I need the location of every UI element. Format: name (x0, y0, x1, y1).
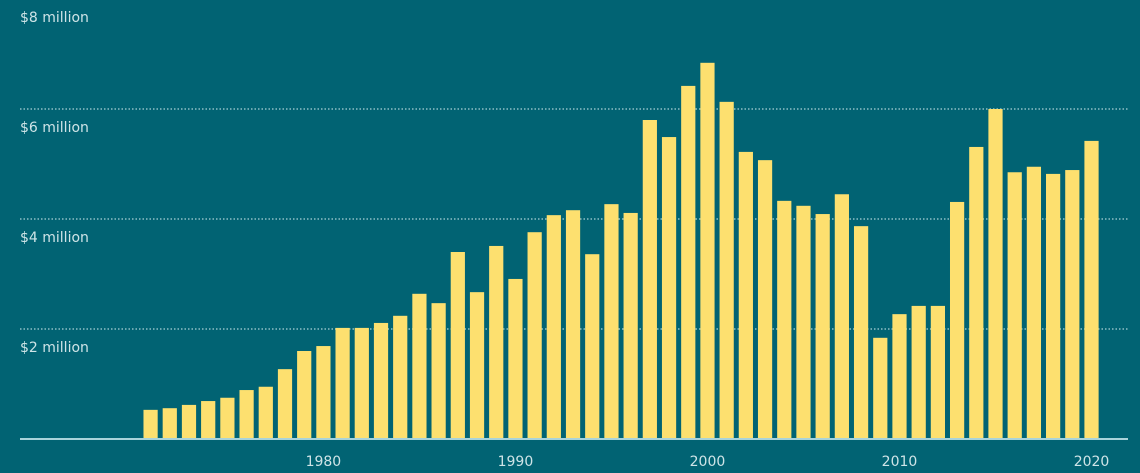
bar (1084, 140, 1099, 439)
bar (642, 120, 657, 439)
bar (1046, 173, 1061, 439)
bar (585, 254, 600, 439)
bar (719, 101, 734, 439)
bar (604, 204, 619, 439)
x-tick-label: 2000 (690, 454, 726, 470)
bar (969, 146, 984, 439)
bar (201, 401, 216, 439)
bar (911, 305, 926, 439)
bar (469, 292, 485, 439)
bar (450, 252, 465, 439)
bar (277, 369, 293, 439)
bar (853, 226, 869, 439)
y-tick-label: $4 million (20, 230, 89, 246)
bar (892, 314, 907, 439)
x-tick-label: 1990 (498, 454, 534, 470)
bar (738, 151, 753, 439)
bar (700, 62, 715, 440)
bar (546, 215, 561, 439)
bar (508, 278, 523, 439)
bar (930, 305, 945, 439)
y-tick-label: $2 million (20, 340, 89, 356)
bar (815, 214, 830, 439)
bar (162, 408, 177, 439)
bar (316, 346, 331, 439)
y-tick-label: $8 million (20, 10, 89, 26)
bar (565, 210, 581, 439)
bar (297, 351, 312, 439)
bar (143, 409, 158, 439)
bar (181, 404, 197, 439)
bar (354, 327, 369, 439)
bar (220, 397, 235, 439)
bar (527, 232, 542, 439)
bar (949, 201, 965, 439)
bar (623, 212, 638, 439)
bar (1065, 170, 1080, 440)
bar (1007, 172, 1022, 439)
bar (757, 160, 773, 439)
x-tick-label: 2010 (882, 454, 918, 470)
bar (796, 205, 811, 439)
bar (335, 327, 350, 439)
x-tick-label: 1980 (306, 454, 342, 470)
bar (834, 194, 849, 439)
y-tick-label: $6 million (20, 120, 89, 136)
bar (1026, 166, 1042, 439)
bar (489, 245, 504, 439)
bar (777, 200, 792, 439)
bar (988, 109, 1003, 439)
bar (412, 293, 427, 439)
x-tick-label: 2020 (1074, 454, 1110, 470)
bar (239, 390, 254, 439)
bar (873, 337, 888, 439)
bar (681, 85, 696, 440)
bar (661, 137, 677, 440)
bar (373, 322, 389, 439)
bar (258, 386, 273, 439)
bar (431, 303, 446, 439)
bar (393, 315, 408, 439)
